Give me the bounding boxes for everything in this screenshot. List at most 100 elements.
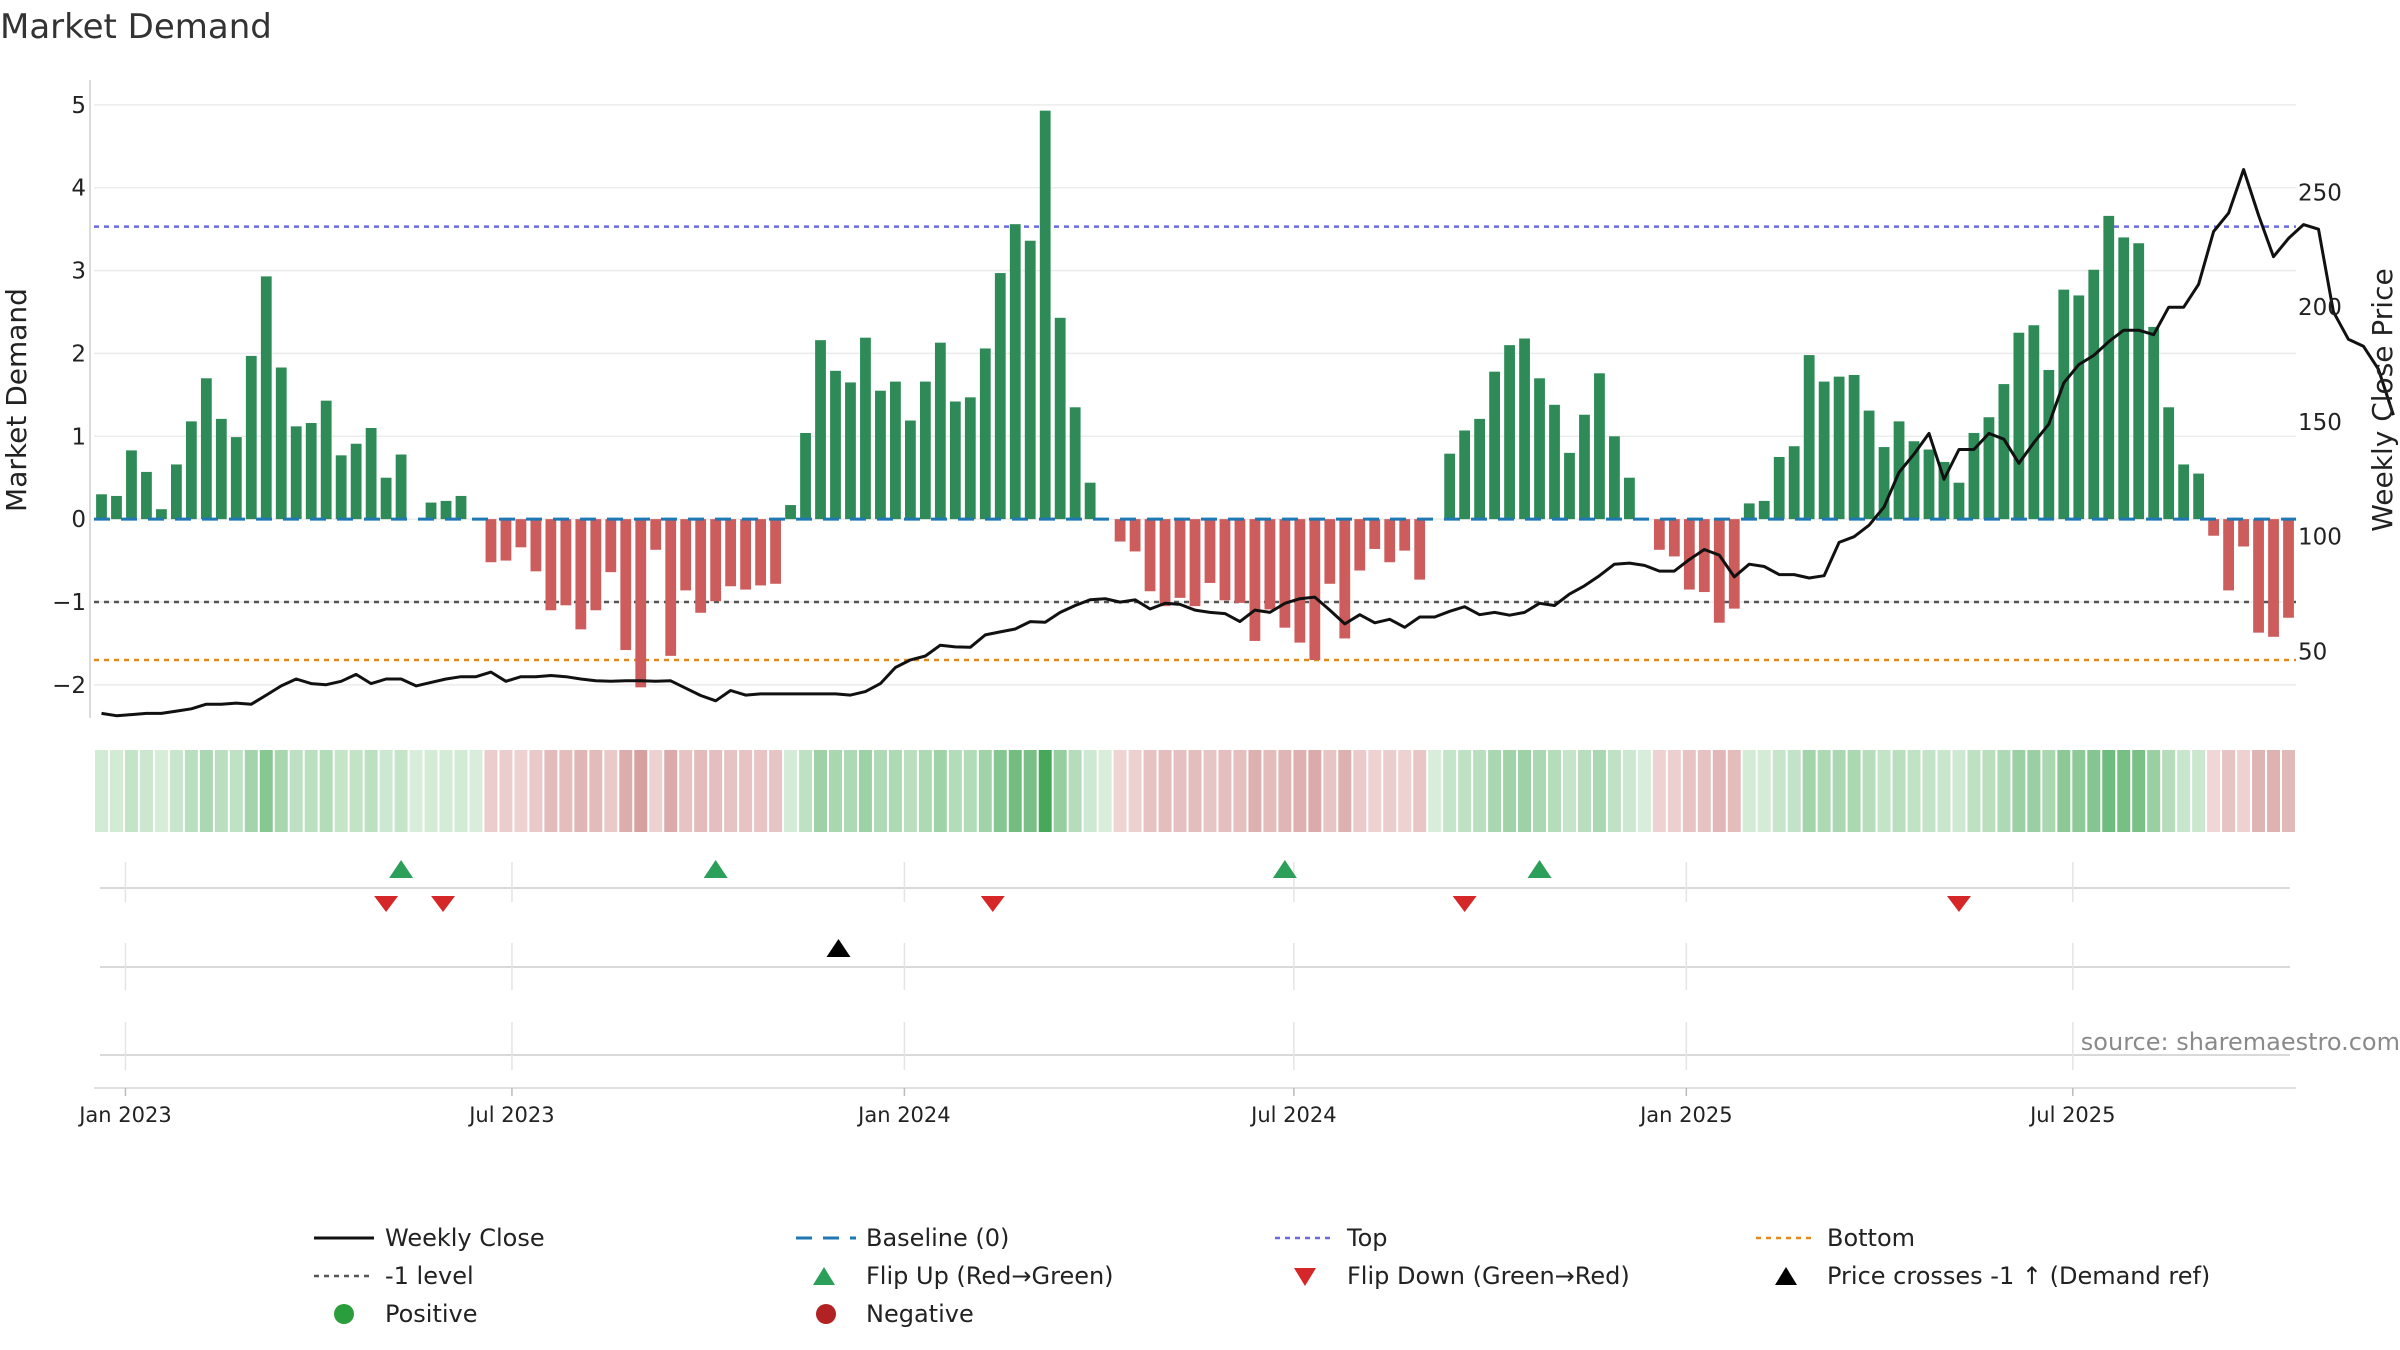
heat-cell xyxy=(619,750,633,832)
legend-item-flip-down: Flip Down (Green→Red) xyxy=(1294,1262,1630,1290)
y2-tick-label: 100 xyxy=(2298,525,2342,551)
heat-cell xyxy=(1832,750,1846,832)
heat-cell xyxy=(1712,750,1726,832)
heat-cell xyxy=(2162,750,2176,832)
legend-label-flip-up: Flip Up (Red→Green) xyxy=(866,1262,1114,1290)
demand-bar-positive xyxy=(365,428,377,520)
flip-down-marker xyxy=(1946,896,1971,912)
demand-bar-positive xyxy=(785,505,796,520)
legend-item-cross: Price crosses -1 ↑ (Demand ref) xyxy=(1775,1262,2210,1290)
legend-label-negative: Negative xyxy=(866,1300,974,1328)
heat-cell xyxy=(1443,750,1457,832)
heat-cell xyxy=(1697,750,1711,832)
heat-cell xyxy=(2072,750,2086,832)
y2-tick-label: 50 xyxy=(2298,639,2327,665)
heat-cell xyxy=(1907,750,1921,832)
heat-cell xyxy=(1158,750,1172,832)
legend-item-flip-up: Flip Up (Red→Green) xyxy=(813,1262,1114,1290)
heat-cell xyxy=(1383,750,1397,832)
heat-cell xyxy=(993,750,1007,832)
demand-bar-negative xyxy=(1653,519,1665,550)
demand-bar-negative xyxy=(485,519,497,563)
heat-cell xyxy=(1548,750,1561,832)
heat-cell xyxy=(1952,750,1966,832)
heat-cell xyxy=(1008,750,1022,832)
demand-bar-positive xyxy=(1564,452,1575,520)
demand-bar-positive xyxy=(2103,215,2115,520)
demand-bar-positive xyxy=(800,432,811,520)
demand-bar-positive xyxy=(1459,430,1471,520)
legend-label-cross: Price crosses -1 ↑ (Demand ref) xyxy=(1827,1262,2210,1290)
heat-cell xyxy=(514,750,528,832)
demand-bar-positive xyxy=(1444,453,1456,520)
demand-bar-positive xyxy=(1594,373,1605,520)
heat-cell xyxy=(334,750,348,832)
demand-bar-positive xyxy=(1534,378,1545,520)
heat-cell xyxy=(2057,750,2071,832)
heat-cell xyxy=(1218,750,1232,832)
legend-item-positive: Positive xyxy=(334,1300,478,1328)
heat-cell xyxy=(2222,750,2236,832)
y-tick-label: 4 xyxy=(71,176,86,202)
heat-cell xyxy=(1757,750,1771,832)
heat-cell xyxy=(1428,750,1442,832)
heat-cell xyxy=(259,750,273,832)
signal-gridlines xyxy=(100,862,2290,1070)
heat-cell xyxy=(1098,750,1112,832)
legend-item-top: Top xyxy=(1275,1224,1388,1252)
heat-cell xyxy=(1128,750,1142,832)
heat-cell xyxy=(1727,750,1741,832)
heat-cell xyxy=(1308,750,1322,832)
heat-cell xyxy=(2237,750,2251,832)
heat-cell xyxy=(304,750,318,832)
demand-bar-negative xyxy=(755,519,766,586)
y2-tick-label: 200 xyxy=(2298,295,2342,321)
heat-cell xyxy=(739,750,753,832)
heat-cell xyxy=(1772,750,1786,832)
demand-bar-negative xyxy=(1114,519,1126,542)
demand-bar-positive xyxy=(1624,477,1635,520)
flip-up-marker xyxy=(1272,860,1297,878)
source-credit: source: sharemaestro.com xyxy=(2081,1028,2400,1056)
demand-bar-negative xyxy=(740,519,752,590)
demand-bar-positive xyxy=(1878,447,1890,520)
y-tick-label: 0 xyxy=(71,507,86,533)
heat-cell xyxy=(169,750,183,832)
heat-cell xyxy=(1607,750,1621,832)
heat-cell xyxy=(963,750,977,832)
demand-bar-positive xyxy=(2088,269,2100,520)
heat-cell xyxy=(2042,750,2056,832)
demand-bar-positive xyxy=(305,423,317,520)
flip-down-marker xyxy=(374,896,399,912)
legend-label-minus-one: -1 level xyxy=(385,1262,474,1290)
flip-up-marker xyxy=(703,860,728,878)
heat-cell xyxy=(2177,750,2191,832)
heat-cell xyxy=(2147,750,2161,832)
x-tick-label: Jan 2023 xyxy=(77,1103,172,1127)
legend-item-weekly-close: Weekly Close xyxy=(314,1224,545,1252)
heat-cell xyxy=(349,750,363,832)
heat-cell xyxy=(918,750,932,832)
heat-cell xyxy=(154,750,168,832)
heat-cell xyxy=(724,750,738,832)
demand-bar-positive xyxy=(171,464,182,520)
demand-bar-positive xyxy=(380,477,392,520)
demand-bar-positive xyxy=(1983,417,1995,520)
heat-cell xyxy=(1892,750,1906,832)
demand-bar-positive xyxy=(1998,384,2010,520)
heat-cell xyxy=(544,750,558,832)
demand-bar-negative xyxy=(770,519,781,584)
demand-bar-positive xyxy=(440,500,452,520)
demand-bar-positive xyxy=(275,367,287,520)
demand-bar-negative xyxy=(1339,519,1351,639)
demand-bar-negative xyxy=(590,519,602,611)
heat-cell xyxy=(1682,750,1696,832)
heat-cell xyxy=(559,750,573,832)
heat-cell xyxy=(1997,750,2011,832)
demand-bar-positive xyxy=(1024,240,1036,520)
legend-negative-icon xyxy=(816,1304,836,1324)
y-tick-label: 2 xyxy=(71,341,86,367)
demand-bar-positive xyxy=(875,390,886,520)
legend-label-weekly-close: Weekly Close xyxy=(385,1224,545,1252)
demand-bar-negative xyxy=(1234,519,1246,603)
